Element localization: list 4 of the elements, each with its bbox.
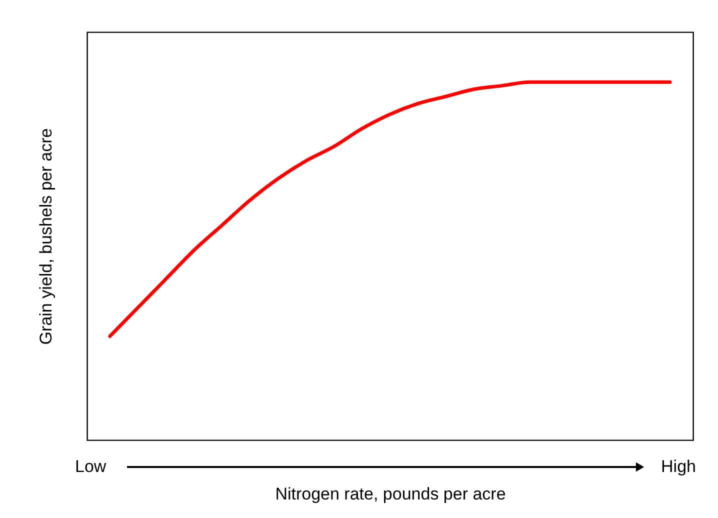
y-axis-title: Grain yield, bushels per acre [36, 128, 56, 345]
text: Low [75, 457, 107, 476]
text: High [661, 457, 696, 476]
x-axis-title: Nitrogen rate, pounds per acre [275, 484, 506, 504]
